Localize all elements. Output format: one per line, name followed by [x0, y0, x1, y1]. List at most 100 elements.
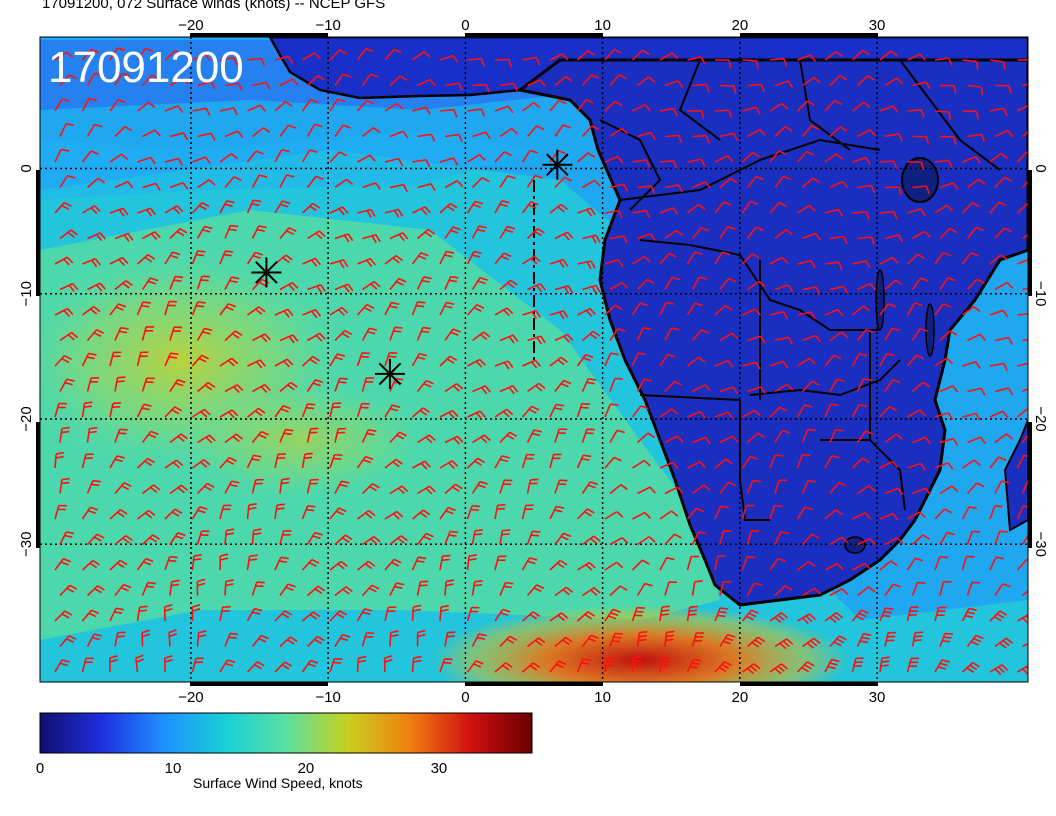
wind-barb: [329, 610, 348, 622]
wind-barb: [164, 406, 183, 418]
wind-barb: [774, 175, 792, 188]
wind-barb: [164, 251, 181, 265]
wind-barb: [416, 532, 434, 545]
wind-barb: [81, 401, 93, 418]
wind-barb: [163, 655, 173, 673]
wind-barb: [994, 227, 1012, 240]
wind-barb: [301, 403, 316, 418]
wind-barb: [967, 436, 986, 444]
lake-malawi: [925, 303, 935, 357]
wind-barb: [851, 657, 864, 673]
wind-barb: [142, 129, 161, 138]
wind-barb: [114, 631, 126, 647]
wind-barb: [604, 258, 624, 267]
wind-barb: [439, 604, 450, 622]
lon-tick-label: 0: [461, 689, 469, 706]
wind-barb: [439, 157, 459, 166]
wind-barb: [554, 285, 574, 295]
wind-barb: [389, 277, 407, 291]
colorbar-ticks: 0 10 20 30: [36, 760, 447, 777]
wind-barb: [802, 334, 821, 343]
wind-barb: [499, 529, 511, 545]
wind-barb: [989, 107, 1008, 116]
lon-tick-label: 10: [594, 17, 611, 34]
wind-barb: [802, 232, 821, 241]
wind-barb: [494, 408, 514, 418]
wind-barb: [301, 505, 316, 520]
wind-barb: [136, 47, 154, 61]
wind-barb: [494, 608, 511, 622]
wind-barb: [499, 479, 513, 494]
wind-barb: [81, 657, 94, 673]
wind-barb: [136, 605, 148, 622]
wind-barb: [1022, 338, 1028, 342]
wind-barb: [356, 655, 367, 673]
asterisk-marker: [542, 149, 573, 180]
wind-barb: [439, 54, 459, 63]
wind-barb: [164, 50, 183, 61]
wind-barb: [252, 333, 271, 343]
wind-barb: [686, 302, 703, 316]
wind-barb: [412, 206, 431, 216]
wind-barb: [109, 559, 128, 571]
wind-barb: [86, 533, 105, 546]
wind-barb: [714, 607, 729, 622]
wind-barb: [499, 175, 516, 188]
wind-barb: [884, 487, 904, 496]
wind-barb: [664, 184, 683, 193]
wind-barb: [549, 403, 565, 418]
wind-barb: [884, 327, 900, 341]
wind-barb: [356, 47, 374, 61]
wind-barb: [879, 210, 898, 220]
wind-barb: [857, 184, 876, 194]
wind-barb: [907, 511, 926, 520]
wind-barb: [81, 559, 100, 571]
wind-barb: [659, 556, 675, 571]
wind-barb: [994, 433, 1013, 444]
wind-barb: [632, 159, 651, 168]
wind-barb: [59, 174, 76, 188]
wind-barb: [604, 100, 623, 112]
wind-barb: [361, 632, 375, 647]
wind-barb: [824, 403, 839, 418]
wind-barb: [274, 148, 290, 163]
wind-barb: [609, 429, 625, 443]
wind-barb: [357, 257, 376, 267]
wind-barb: [411, 301, 426, 316]
lon-tick-label: 10: [594, 689, 611, 706]
wind-barb: [389, 431, 407, 444]
wind-barb: [499, 635, 518, 648]
wind-barb: [989, 59, 1006, 71]
wind-barb: [852, 562, 871, 571]
wind-barb: [824, 51, 844, 61]
wind-barb: [664, 581, 677, 596]
wind-barb: [466, 554, 478, 571]
wind-barb: [632, 511, 651, 520]
wind-barb: [879, 656, 891, 673]
wind-barb: [691, 329, 710, 342]
wind-barb: [274, 503, 286, 520]
wind-barb: [989, 505, 1003, 520]
west-africa-land: [268, 37, 1028, 100]
wind-barb: [274, 101, 293, 112]
wind-barb: [604, 304, 623, 316]
wind-barb: [664, 380, 683, 393]
wind-barb: [59, 531, 75, 545]
wind-barb: [576, 658, 592, 673]
wind-barb: [169, 275, 184, 290]
wind-barb: [411, 407, 431, 418]
wind-barb: [87, 232, 106, 242]
wind-barb: [576, 353, 594, 367]
wind-barb: [719, 277, 737, 290]
wind-barb: [472, 434, 491, 444]
wind-barb: [851, 352, 868, 367]
wind-barb: [224, 82, 243, 92]
wind-barb: [852, 156, 871, 165]
wind-barb: [472, 131, 491, 140]
wind-barb: [797, 560, 816, 571]
wind-barb: [54, 148, 70, 163]
wind-barb: [416, 580, 429, 596]
wind-barb: [824, 153, 844, 163]
wind-barb: [219, 553, 229, 571]
